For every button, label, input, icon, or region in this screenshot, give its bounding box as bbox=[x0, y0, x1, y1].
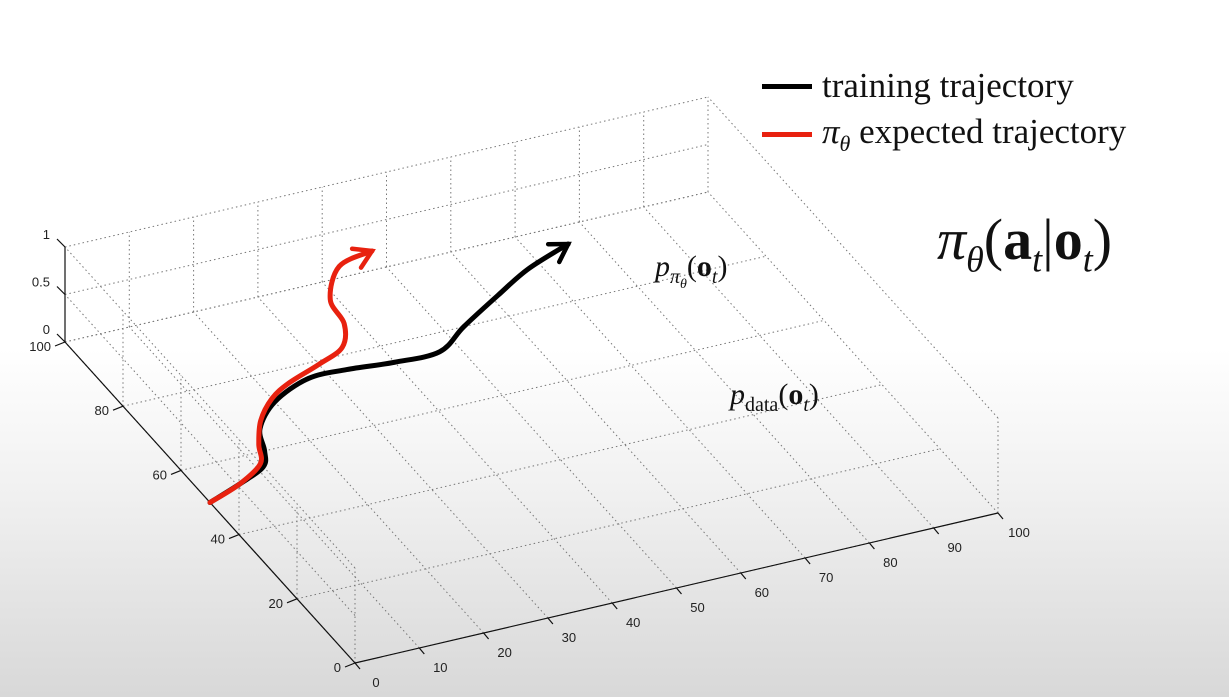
z-tick-mark bbox=[57, 334, 65, 342]
legend-label-expected: πθ expected trajectory bbox=[822, 112, 1126, 157]
legend-item-expected: πθ expected trajectory bbox=[762, 110, 1126, 158]
y-tick-mark bbox=[229, 535, 239, 539]
grid-line-back-z bbox=[65, 145, 708, 295]
x-tick-mark bbox=[484, 633, 489, 639]
grid-line-left-z bbox=[65, 295, 355, 616]
x-tick-mark bbox=[805, 558, 810, 564]
z-tick-mark bbox=[57, 239, 65, 247]
y-tick-label: 60 bbox=[153, 467, 167, 482]
x-tick-mark bbox=[355, 663, 360, 669]
grid-line-floor-x bbox=[387, 267, 677, 588]
y-tick-label: 80 bbox=[95, 403, 109, 418]
x-tick-label: 70 bbox=[819, 570, 833, 585]
y-tick-mark bbox=[345, 663, 355, 667]
policy-formula: πθ(at|ot) bbox=[937, 206, 1112, 281]
x-tick-mark bbox=[419, 648, 424, 654]
chart-grid bbox=[65, 97, 998, 663]
x-tick-label: 60 bbox=[755, 585, 769, 600]
x-tick-mark bbox=[934, 528, 939, 534]
x-tick-mark bbox=[677, 588, 682, 594]
z-tick-label: 0 bbox=[43, 322, 50, 337]
x-tick-label: 90 bbox=[947, 540, 961, 555]
expected-trajectory-line bbox=[210, 251, 372, 503]
y-tick-label: 40 bbox=[211, 532, 225, 547]
legend-item-training: training trajectory bbox=[762, 62, 1126, 110]
y-tick-label: 100 bbox=[29, 339, 51, 354]
annotation-p-pi-theta: pπθ(ot) bbox=[655, 250, 727, 293]
chart-ticks: 0 10 20 30 40 50 60 70 80 90 100 0 20 40 60 80 100 0 0.5 1 bbox=[29, 227, 1030, 690]
x-tick-mark bbox=[998, 513, 1003, 519]
z-tick-label: 0.5 bbox=[32, 275, 50, 290]
x-tick-label: 80 bbox=[883, 555, 897, 570]
x-tick-label: 10 bbox=[433, 660, 447, 675]
chart-axes bbox=[55, 239, 1003, 669]
y-tick-label: 0 bbox=[334, 660, 341, 675]
z-tick-mark bbox=[57, 287, 65, 295]
z-tick-label: 1 bbox=[43, 227, 50, 242]
legend: training trajectory πθ expected trajecto… bbox=[762, 62, 1126, 158]
y-tick-mark bbox=[55, 342, 65, 346]
grid-line-floor-x bbox=[194, 312, 484, 633]
x-tick-label: 50 bbox=[690, 600, 704, 615]
x-tick-label: 100 bbox=[1008, 525, 1030, 540]
legend-swatch-red bbox=[762, 132, 812, 137]
y-tick-mark bbox=[113, 406, 123, 410]
legend-swatch-black bbox=[762, 84, 812, 89]
x-tick-label: 40 bbox=[626, 615, 640, 630]
x-tick-mark bbox=[612, 603, 617, 609]
x-tick-label: 0 bbox=[372, 675, 379, 690]
y-tick-label: 20 bbox=[269, 596, 283, 611]
x-tick-mark bbox=[548, 618, 553, 624]
x-tick-label: 30 bbox=[562, 630, 576, 645]
grid-line-floor-x bbox=[258, 297, 548, 618]
x-tick-mark bbox=[869, 543, 874, 549]
annotation-p-data: pdata(ot) bbox=[730, 378, 819, 417]
x-tick-mark bbox=[741, 573, 746, 579]
x-tick-label: 20 bbox=[497, 645, 511, 660]
grid-line-floor-x bbox=[322, 282, 612, 603]
legend-label-training: training trajectory bbox=[822, 66, 1074, 106]
y-tick-mark bbox=[287, 599, 297, 603]
y-tick-mark bbox=[171, 470, 181, 474]
